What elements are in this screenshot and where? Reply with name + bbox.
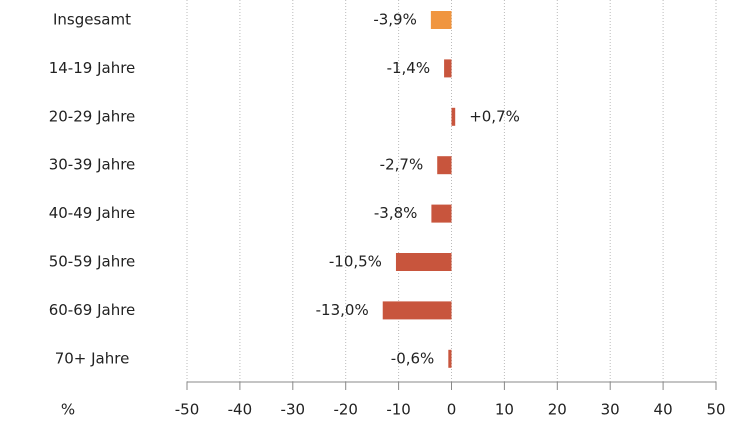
y-tick-label: 20-29 Jahre xyxy=(49,107,136,125)
value-label: -1,4% xyxy=(387,59,431,77)
x-tick-label: 40 xyxy=(654,401,673,419)
x-tick-label: -50 xyxy=(175,401,200,419)
value-label: -13,0% xyxy=(316,301,369,319)
y-tick-label: 50-59 Jahre xyxy=(49,253,136,271)
value-label: +0,7% xyxy=(469,107,520,125)
value-label: -2,7% xyxy=(380,156,424,174)
x-tick-label: 0 xyxy=(447,401,457,419)
bar xyxy=(437,156,452,175)
y-tick-label: 14-19 Jahre xyxy=(49,59,136,77)
x-tick-label: -10 xyxy=(386,401,411,419)
bar xyxy=(395,253,452,271)
bar xyxy=(431,204,452,223)
x-tick-label: 10 xyxy=(495,401,514,419)
value-label: -3,9% xyxy=(373,11,417,29)
y-tick-label: 60-69 Jahre xyxy=(49,301,136,319)
x-axis-label: % xyxy=(61,401,75,419)
y-tick-label: 70+ Jahre xyxy=(55,349,130,367)
bar xyxy=(430,11,452,29)
bar xyxy=(448,349,452,368)
x-tick-label: 50 xyxy=(706,401,725,419)
value-label: -10,5% xyxy=(329,253,382,271)
bar xyxy=(382,301,452,320)
x-tick-label: 20 xyxy=(548,401,567,419)
bar xyxy=(451,107,456,126)
value-label: -0,6% xyxy=(391,349,435,367)
y-tick-label: Insgesamt xyxy=(53,11,131,29)
bar xyxy=(444,59,452,78)
x-tick-label: -40 xyxy=(228,401,253,419)
x-tick-label: -20 xyxy=(333,401,358,419)
y-tick-label: 40-49 Jahre xyxy=(49,204,136,222)
x-tick-label: -30 xyxy=(281,401,306,419)
value-label: -3,8% xyxy=(374,204,418,222)
y-tick-label: 30-39 Jahre xyxy=(49,156,136,174)
x-tick-label: 30 xyxy=(601,401,620,419)
